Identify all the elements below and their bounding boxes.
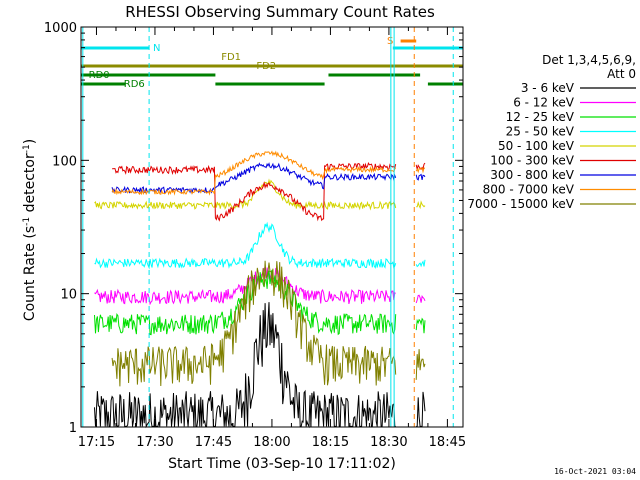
legend-entry-label: 12 - 25 keV	[506, 110, 575, 124]
y-tick-label: 1	[69, 421, 77, 436]
x-tick-label: 17:15	[78, 435, 115, 450]
y-label-main: Count Rate (s	[22, 226, 38, 321]
saa-flag-label: S	[387, 36, 393, 47]
x-tick-label: 18:00	[253, 435, 290, 450]
x-axis-label: Start Time (03-Sep-10 17:11:02)	[168, 456, 396, 472]
legend-entry-label: 50 - 100 keV	[498, 139, 575, 153]
x-tick-label: 17:30	[136, 435, 173, 450]
y-tick-label: 100	[52, 154, 77, 169]
legend-entry-label: 100 - 300 keV	[490, 154, 574, 168]
legend-entry-label: 6 - 12 keV	[513, 96, 575, 110]
x-tick-label: 18:45	[429, 435, 466, 450]
rd0-flag-label: RD0	[89, 70, 110, 81]
timestamp: 16-Oct-2021 03:04	[554, 467, 636, 476]
rd6-flag-label: RD6	[124, 79, 145, 90]
axis-layer: 1 10 100 1000 17:15 17:30 17:45 18:00 18:15 18:30…	[44, 21, 466, 450]
legend-entry-label: 800 - 7000 keV	[483, 183, 575, 197]
series-line	[112, 152, 463, 195]
legend-header-2: Att 0	[607, 67, 636, 81]
y-tick-label: 10	[60, 288, 77, 303]
y-label-mid: detector	[22, 153, 38, 217]
y-label-sup-2: -1	[22, 144, 32, 153]
fd1-flag-label: FD1	[221, 52, 241, 63]
y-label-end: )	[22, 139, 38, 144]
data-layer	[95, 152, 464, 427]
chart-title: RHESSI Observing Summary Count Rates	[125, 3, 435, 21]
y-tick-label: 1000	[44, 21, 77, 36]
y-label-sup-1: -1	[22, 217, 32, 226]
x-tick-label: 18:15	[312, 435, 349, 450]
legend-entry-label: 25 - 50 keV	[506, 125, 575, 139]
x-tick-label: 17:45	[195, 435, 232, 450]
fd2-flag-label: FD2	[256, 61, 276, 72]
series-line	[95, 180, 464, 209]
legend-entry-label: 7000 - 15000 keV	[467, 197, 574, 211]
y-axis-label: Count Rate (s-1 detector-1)	[22, 139, 38, 321]
x-tick-label: 18:30	[370, 435, 407, 450]
legend-entry-label: 3 - 6 keV	[521, 81, 575, 95]
series-line	[95, 224, 464, 268]
legend-entry-label: 300 - 800 keV	[490, 168, 574, 182]
legend-header-1: Det 1,3,4,5,6,9,	[542, 53, 636, 67]
night-flag-label: N	[153, 43, 160, 54]
flag-layer: N S FD1 FD2 RD0 RD6	[81, 27, 463, 427]
series-line	[112, 164, 463, 193]
